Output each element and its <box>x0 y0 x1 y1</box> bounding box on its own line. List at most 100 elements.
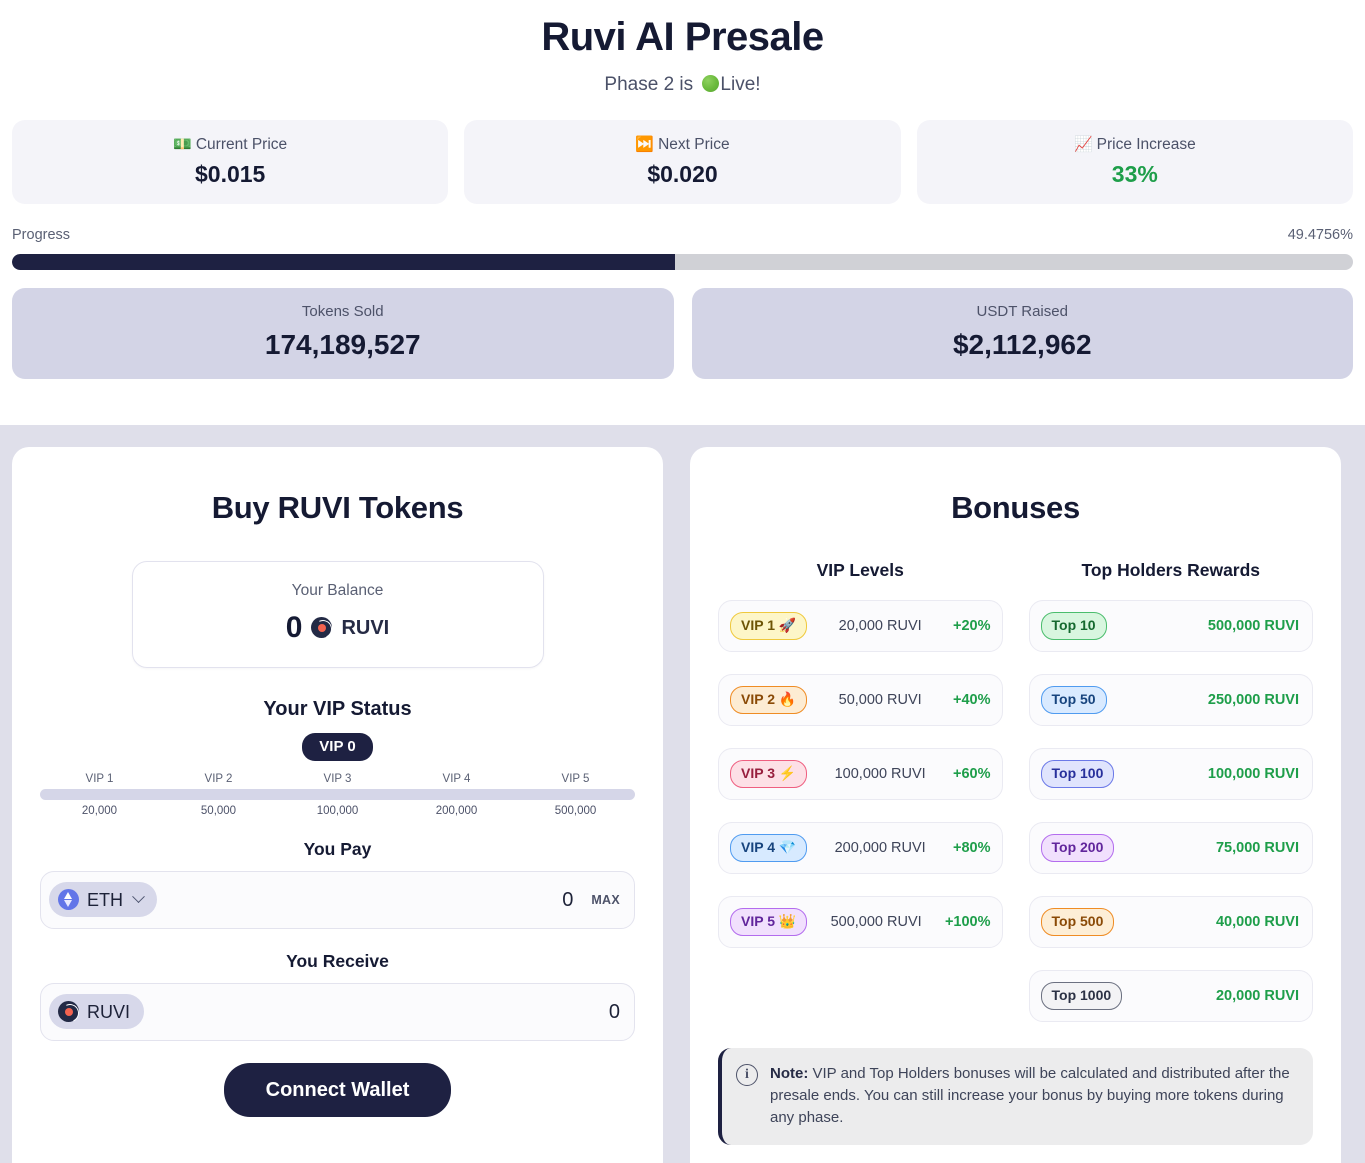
stat-card-current-price: 💵 Current Price $0.015 <box>12 119 449 205</box>
vip-required-amount: 20,000 RUVI <box>838 618 922 635</box>
stat-label: ⏭️ Next Price <box>474 135 890 155</box>
vip-bonus-percent: +100% <box>944 914 991 931</box>
info-icon: i <box>736 1064 758 1087</box>
vip-tier-pill: VIP 1 🚀 <box>730 612 808 640</box>
vip-bonus-percent: +40% <box>953 692 991 709</box>
top-holder-tier-pill: Top 500 <box>1040 908 1115 936</box>
top-holders-list: Top 10 500,000 RUVI Top 50 250,000 RUVI Top … <box>1028 600 1313 1023</box>
vip-threshold-amount: 200,000 <box>435 804 478 817</box>
vip-tier-pill: VIP 5 👑 <box>730 908 808 936</box>
ethereum-icon <box>58 889 79 911</box>
stat-label: 💵 Current Price <box>22 135 438 155</box>
balance-token-symbol: RUVI <box>341 616 390 639</box>
progress-header: Progress 49.4756% <box>12 227 1353 243</box>
stat-label-text: Price Increase <box>1096 135 1196 153</box>
vip-levels-column: VIP Levels VIP 1 🚀 20,000 RUVI +20% VIP 2 🔥… <box>718 560 1003 1044</box>
vip-level-row: VIP 3 ⚡ 100,000 RUVI +60% <box>718 748 1003 801</box>
top-holders-column: Top Holders Rewards Top 10 500,000 RUVI To… <box>1028 560 1313 1044</box>
pay-amount-input[interactable]: 0 <box>562 888 574 911</box>
top-holder-row: Top 200 75,000 RUVI <box>1028 822 1313 875</box>
vip-threshold-amount: 100,000 <box>316 804 359 817</box>
page-title: Ruvi AI Presale <box>541 15 824 59</box>
stat-card-price-increase: 📈 Price Increase 33% <box>916 119 1353 205</box>
you-pay-field[interactable]: ETH 0 MAX <box>40 870 635 929</box>
ruvi-token-icon <box>58 1001 79 1023</box>
top-holder-tier-pill: Top 200 <box>1040 834 1115 862</box>
connect-wallet-button[interactable]: Connect Wallet <box>223 1062 452 1117</box>
vip-tick-label: VIP 3 <box>323 772 352 785</box>
top-holder-reward: 100,000 RUVI <box>1207 766 1299 783</box>
total-card-usdt-raised: USDT Raised $2,112,962 <box>691 288 1353 380</box>
vip-tick-labels: VIP 1 VIP 2 VIP 3 VIP 4 VIP 5 <box>40 773 635 785</box>
top-holder-tier-pill: Top 50 <box>1040 686 1107 714</box>
main-content-area: Buy RUVI Tokens Your Balance 0 RUVI Your… <box>0 425 1365 1163</box>
top-holder-row: Top 10 500,000 RUVI <box>1028 600 1313 653</box>
vip-levels-list: VIP 1 🚀 20,000 RUVI +20% VIP 2 🔥 50,000 RUVI… <box>718 600 1003 949</box>
pay-token-selector[interactable]: ETH <box>49 882 157 918</box>
receive-amount-value: 0 <box>608 1000 620 1023</box>
bonuses-panel-title: Bonuses <box>951 490 1080 525</box>
top-holder-row: Top 1000 20,000 RUVI <box>1028 970 1313 1023</box>
vip-bonus-percent: +20% <box>953 618 991 635</box>
top-holder-reward: 40,000 RUVI <box>1215 914 1299 931</box>
presale-progress-bar <box>12 254 1353 271</box>
vip-tick-label: VIP 5 <box>561 772 590 785</box>
you-receive-field: RUVI 0 <box>40 982 635 1041</box>
bonus-note-text: Note: VIP and Top Holders bonuses will b… <box>770 1063 1295 1129</box>
vip-tier-pill: VIP 3 ⚡ <box>730 760 808 788</box>
vip-tier-pill: VIP 4 💎 <box>730 834 808 862</box>
vip-level-row: VIP 2 🔥 50,000 RUVI +40% <box>718 674 1003 727</box>
receive-token-chip: RUVI <box>49 994 145 1030</box>
total-card-tokens-sold: Tokens Sold 174,189,527 <box>12 288 674 380</box>
chart-increasing-icon: 📈 <box>1073 135 1093 153</box>
top-holders-heading: Top Holders Rewards <box>1081 560 1261 581</box>
vip-level-row: VIP 4 💎 200,000 RUVI +80% <box>718 822 1003 875</box>
vip-progress-scale: VIP 1 VIP 2 VIP 3 VIP 4 VIP 5 20,000 50,000 10… <box>40 773 635 817</box>
banknote-icon: 💵 <box>173 135 192 153</box>
live-status-dot-icon <box>702 75 720 92</box>
chevron-down-icon <box>132 890 145 904</box>
stat-card-next-price: ⏭️ Next Price $0.020 <box>464 119 901 205</box>
connect-wallet-wrap: Connect Wallet <box>40 1062 635 1117</box>
vip-required-amount: 50,000 RUVI <box>838 692 922 709</box>
phase-status-suffix: Live! <box>720 74 761 95</box>
progress-label: Progress <box>12 227 71 244</box>
vip-required-amount: 500,000 RUVI <box>830 914 922 931</box>
presale-header-section: Ruvi AI Presale Phase 2 is Live! 💵 Curren… <box>0 0 1365 425</box>
top-holder-row: Top 500 40,000 RUVI <box>1028 896 1313 949</box>
top-holder-row: Top 100 100,000 RUVI <box>1028 748 1313 801</box>
stat-value: $0.015 <box>194 160 266 187</box>
you-pay-label: You Pay <box>303 838 372 859</box>
buy-tokens-panel: Buy RUVI Tokens Your Balance 0 RUVI Your… <box>12 447 663 1163</box>
top-holder-tier-pill: Top 100 <box>1040 760 1115 788</box>
top-holder-tier-pill: Top 1000 <box>1040 982 1123 1010</box>
current-vip-badge: VIP 0 <box>302 732 373 761</box>
vip-tick-label: VIP 2 <box>204 772 233 785</box>
top-holder-reward: 500,000 RUVI <box>1207 618 1299 635</box>
stat-label-text: Current Price <box>195 135 288 153</box>
stat-label: 📈 Price Increase <box>927 135 1343 155</box>
phase-status-prefix: Phase 2 is <box>604 74 699 95</box>
price-stats-row: 💵 Current Price $0.015 ⏭️ Next Price $0.02… <box>12 119 1353 205</box>
top-holder-reward: 75,000 RUVI <box>1215 840 1299 857</box>
max-button[interactable]: MAX <box>591 892 620 907</box>
receive-token-symbol: RUVI <box>87 1001 131 1022</box>
total-value: $2,112,962 <box>952 328 1092 360</box>
stat-value: $0.020 <box>647 160 718 187</box>
bonuses-panel: Bonuses VIP Levels VIP 1 🚀 20,000 RUVI +20… <box>690 447 1341 1163</box>
vip-bonus-percent: +80% <box>953 840 991 857</box>
vip-tier-pill: VIP 2 🔥 <box>730 686 808 714</box>
top-holder-reward: 250,000 RUVI <box>1207 692 1299 709</box>
stat-value: 33% <box>1111 160 1158 187</box>
top-holder-tier-pill: Top 10 <box>1040 612 1107 640</box>
top-holder-row: Top 50 250,000 RUVI <box>1028 674 1313 727</box>
fast-forward-icon: ⏭️ <box>635 135 655 153</box>
pay-token-symbol: ETH <box>87 889 123 910</box>
ruvi-token-icon <box>311 617 333 639</box>
totals-row: Tokens Sold 174,189,527 USDT Raised $2,1… <box>12 288 1353 380</box>
buy-panel-title: Buy RUVI Tokens <box>211 490 464 525</box>
balance-value-row: 0 RUVI <box>143 612 533 643</box>
vip-scale-track[interactable] <box>40 788 635 800</box>
total-value: 174,189,527 <box>264 328 421 360</box>
vip-badge-wrap: VIP 0 <box>40 732 635 761</box>
